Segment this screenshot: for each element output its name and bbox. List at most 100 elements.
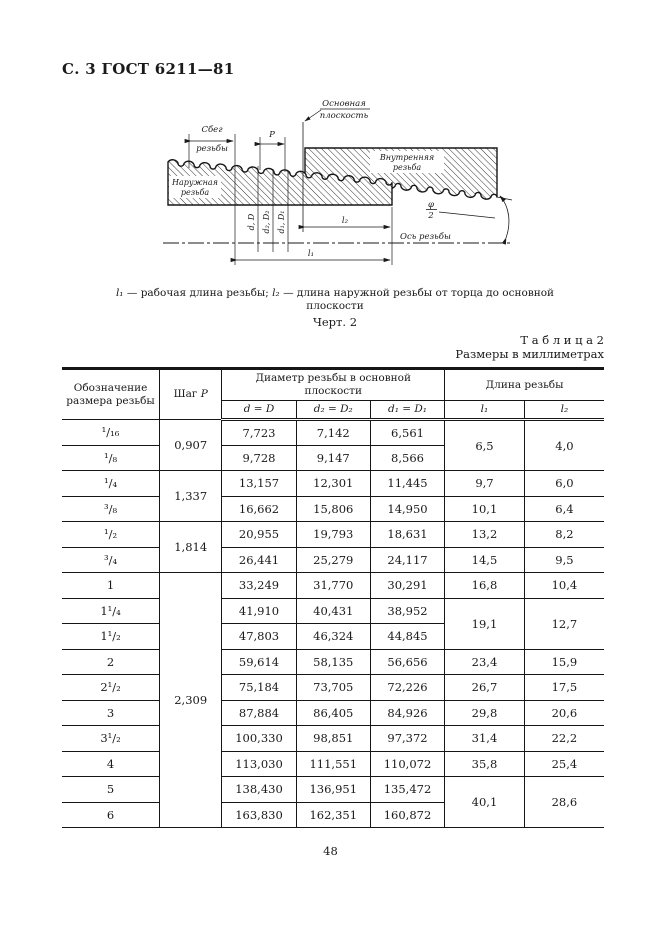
col-header-pitch: Шаг P	[159, 368, 223, 420]
cell-d: 33,249	[221, 572, 297, 599]
angle-numerator: φ	[428, 200, 434, 210]
page-header: С. 3 ГОСТ 6211—81	[62, 60, 235, 78]
basic-plane-leader	[304, 109, 322, 122]
basic-plane-label-1: Основная	[322, 99, 366, 109]
caption-line-2: плоскости	[306, 300, 364, 312]
cell-designation: ¹/₁₆	[62, 419, 161, 446]
cell-d2: 25,279	[295, 546, 371, 573]
cell-d1: 30,291	[369, 572, 446, 599]
cell-d2: 58,135	[295, 648, 371, 675]
external-thread-body	[167, 159, 393, 206]
caption-l1-symbol: l₁	[115, 287, 124, 299]
table-row: ³/₈ 16,662 15,806 14,950 10,1 6,4	[62, 495, 604, 522]
cell-d1: 56,656	[369, 648, 446, 675]
internal-thread-label-1: Внутренняя	[379, 153, 434, 162]
cell-l2: 20,6	[523, 699, 604, 726]
cell-d1: 14,950	[369, 495, 446, 522]
cell-l1: 31,4	[444, 725, 525, 752]
cell-l1: 10,1	[444, 495, 525, 522]
col-header-d1: d₁ = D₁	[369, 400, 446, 421]
cell-d2: 12,301	[295, 470, 371, 497]
basic-plane-label-2: плоскость	[320, 111, 369, 121]
external-thread-label-1: Наружная	[171, 178, 218, 187]
cell-l1: 16,8	[444, 572, 525, 599]
cell-d2: 7,142	[295, 419, 371, 446]
cell-l2: 9,5	[523, 546, 604, 573]
angle-arc	[499, 195, 510, 245]
cell-d2: 98,851	[295, 725, 371, 752]
internal-thread-label-2: резьба	[393, 163, 421, 172]
cell-d1: 160,872	[369, 801, 445, 828]
dim-d-label: d, D	[247, 213, 256, 230]
cell-d1: 11,445	[369, 470, 446, 497]
cell-d: 138,430	[221, 776, 297, 803]
cell-d: 87,884	[221, 699, 297, 726]
taper-line	[496, 196, 513, 201]
cell-d: 26,441	[221, 546, 297, 573]
figure-caption: l₁ — рабочая длина резьбы; l₂ — длина на…	[90, 287, 580, 313]
cell-d: 41,910	[221, 597, 297, 624]
runout-label-1: Сбег	[201, 124, 223, 135]
cell-designation: 2	[62, 648, 161, 675]
table-row: 1¹/₄ 41,910 40,431 38,952 19,1 12,7	[62, 597, 604, 650]
page-number: 48	[323, 844, 338, 858]
cell-d: 16,662	[221, 495, 297, 522]
cell-d1: 72,226	[369, 674, 446, 701]
external-thread-label-2: резьба	[181, 188, 209, 197]
cell-d: 7,723	[221, 419, 297, 446]
cell-d: 59,614	[221, 648, 297, 675]
table-title: Т а б л и ц а 2	[520, 333, 604, 347]
angle-leader	[438, 211, 496, 219]
cell-designation: ¹/₄	[62, 470, 161, 497]
cell-d2: 15,806	[295, 495, 371, 522]
cell-d1: 18,631	[369, 521, 446, 548]
dim-d2-label: d₂, D₂	[262, 210, 271, 233]
cell-d1: 110,072	[369, 750, 446, 777]
cell-d: 75,184	[221, 674, 297, 701]
cell-d2: 9,147	[295, 444, 371, 471]
cell-d2: 31,770	[295, 572, 371, 599]
caption-l2-symbol: l₂	[272, 287, 280, 299]
cell-l1: 19,1	[444, 597, 525, 650]
pitch-label: P	[268, 130, 275, 140]
cell-l2: 12,7	[523, 597, 604, 650]
cell-d: 100,330	[221, 725, 297, 752]
cell-l1: 26,7	[444, 674, 525, 701]
cell-l1: 9,7	[444, 470, 525, 497]
col-header-designation: Обозначение размера резьбы	[62, 368, 161, 420]
cell-l1: 6,5	[444, 419, 525, 471]
pitch-header-text: Шаг	[173, 388, 201, 400]
caption-text-1: — рабочая длина резьбы;	[123, 287, 273, 299]
axis-label: Ось резьбы	[400, 231, 451, 242]
cell-designation: 6	[62, 801, 161, 828]
cell-d2: 86,405	[295, 699, 371, 726]
cell-pitch: 1,337	[159, 470, 223, 522]
cell-designation: ¹/₈	[62, 444, 161, 471]
cell-designation: ¹/₂	[62, 521, 161, 548]
table-row: 1¹/₂ 47,803 46,324 44,845	[62, 623, 604, 650]
table-row: ¹/₄ 1,337 13,157 12,301 11,445 9,7 6,0	[62, 470, 604, 522]
cell-d2: 19,793	[295, 521, 371, 548]
cell-pitch: 1,814	[159, 521, 223, 573]
l2-label: l₂	[342, 216, 349, 226]
cell-d: 13,157	[221, 470, 297, 497]
external-label-bg	[169, 176, 221, 198]
table-row: 6 163,830 162,351 160,872	[62, 801, 604, 828]
table-row: ¹/₈ 9,728 9,147 8,566	[62, 444, 604, 471]
cell-designation: 1¹/₄	[62, 597, 161, 624]
table-subtitle: Размеры в миллиметрах	[455, 347, 604, 361]
cell-l2: 4,0	[523, 419, 604, 471]
thread-drawing: φ 2 Ось резьбы Сбег резьбы P Основная пл…	[163, 99, 513, 265]
table-row: ¹/₁₆ 0,907 7,723 7,142 6,561 6,5 4,0	[62, 419, 604, 471]
caption-text-2: — длина наружной резьбы от торца до осно…	[279, 287, 555, 299]
table-row: 3 87,884 86,405 84,926 29,8 20,6	[62, 699, 604, 726]
cell-d2: 46,324	[295, 623, 371, 650]
internal-label-bg	[370, 151, 444, 173]
dimensions-table: Обозначение размера резьбы Шаг P Диаметр…	[62, 367, 604, 828]
cell-designation: ³/₄	[62, 546, 161, 573]
col-group-diameter: Диаметр резьбы в основной плоскости	[221, 368, 446, 401]
table-row: 5 138,430 136,951 135,472 40,1 28,6	[62, 776, 604, 828]
cell-d2: 73,705	[295, 674, 371, 701]
col-header-l2: l₂	[523, 400, 604, 421]
